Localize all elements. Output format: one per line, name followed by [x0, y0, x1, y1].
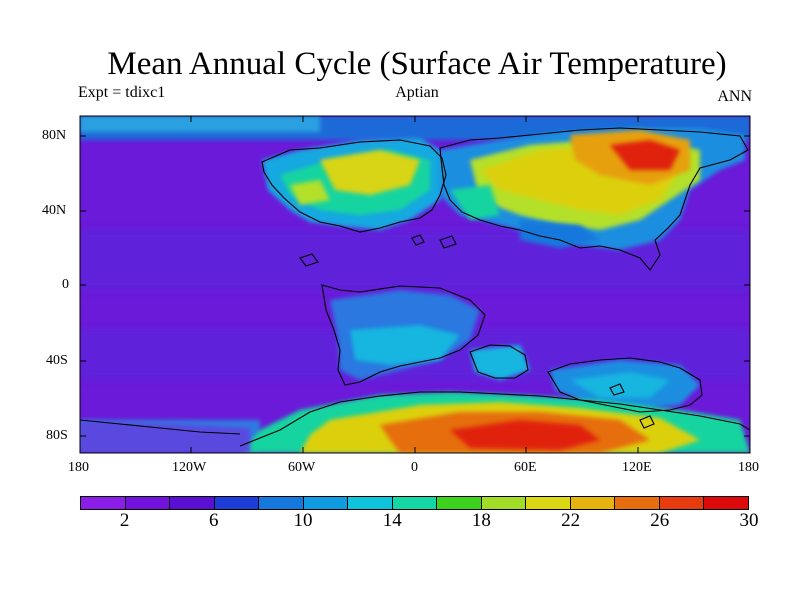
colorbar-swatch — [392, 497, 438, 509]
colorbar-label: 30 — [739, 510, 759, 531]
experiment-label: Expt = tdixc1 — [78, 84, 166, 101]
lon-label-0: 0 — [411, 460, 418, 475]
lon-label-120w: 120W — [172, 460, 207, 475]
season-label: ANN — [717, 88, 752, 105]
lon-label-180w: 180 — [68, 460, 89, 475]
north-america-region — [262, 138, 450, 230]
colorbar-swatch — [570, 497, 616, 509]
colorbar-swatch — [348, 497, 393, 509]
colorbar-label: 10 — [293, 510, 313, 531]
lat-label-0: 0 — [62, 277, 69, 292]
colorbar-swatch — [125, 497, 171, 509]
colorbar-swatch — [526, 497, 571, 509]
lat-label-80n: 80N — [42, 128, 67, 143]
colorbar-label: 2 — [119, 510, 130, 531]
colorbar-swatch — [303, 497, 349, 509]
lon-label-120e: 120E — [622, 460, 652, 475]
gondwana-region — [330, 290, 530, 380]
colorbar — [80, 496, 749, 510]
coastlines — [80, 127, 750, 447]
lat-label-80s: 80S — [46, 428, 68, 443]
antarctica-region — [80, 392, 750, 453]
colorbar-swatch — [481, 497, 527, 509]
colorbar-swatch — [81, 497, 126, 509]
lon-label-60w: 60W — [288, 460, 316, 475]
lon-label-180e: 180 — [738, 460, 759, 475]
colorbar-label: 22 — [561, 510, 581, 531]
colorbar-label: 6 — [209, 510, 219, 531]
colorbar-swatch — [214, 497, 260, 509]
colorbar-swatch — [704, 497, 748, 509]
colorbar-swatch — [615, 497, 660, 509]
period-label: Aptian — [395, 84, 439, 101]
colorbar-label: 26 — [650, 510, 670, 531]
eurasia-region — [440, 128, 745, 250]
colorbar-swatch — [170, 497, 215, 509]
colorbar-swatch — [437, 497, 482, 509]
lat-label-40n: 40N — [42, 203, 67, 218]
lon-label-60e: 60E — [514, 460, 537, 475]
colorbar-label: 14 — [382, 510, 402, 531]
colorbar-swatch — [259, 497, 304, 509]
map-title: Mean Annual Cycle (Surface Air Temperatu… — [107, 46, 727, 82]
lat-label-40s: 40S — [46, 353, 68, 368]
colorbar-swatch — [659, 497, 705, 509]
colorbar-label: 18 — [471, 510, 491, 531]
